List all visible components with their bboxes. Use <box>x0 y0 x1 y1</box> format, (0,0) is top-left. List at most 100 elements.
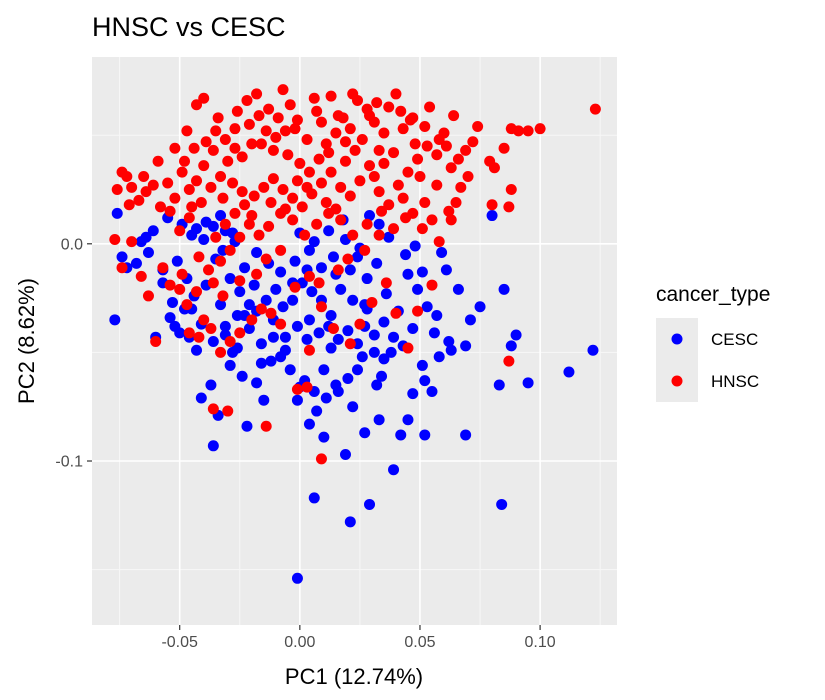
point-hnsc <box>344 190 356 202</box>
point-cesc <box>498 283 510 295</box>
point-hnsc <box>142 290 154 302</box>
point-hnsc <box>289 281 301 293</box>
point-hnsc <box>157 262 169 274</box>
point-hnsc <box>222 155 234 167</box>
point-cesc <box>325 342 337 354</box>
point-cesc <box>493 379 505 391</box>
point-cesc <box>464 314 476 326</box>
point-hnsc <box>234 327 246 339</box>
point-cesc <box>315 262 327 274</box>
legend: cancer_type CESC HNSC <box>656 283 770 402</box>
point-hnsc <box>414 170 426 182</box>
point-hnsc <box>364 110 376 122</box>
point-hnsc <box>294 157 306 169</box>
point-hnsc <box>169 192 181 204</box>
point-hnsc <box>219 218 231 230</box>
point-hnsc <box>181 125 193 137</box>
point-hnsc <box>164 205 176 217</box>
point-cesc <box>419 375 431 387</box>
point-hnsc <box>330 127 342 139</box>
point-hnsc <box>330 203 342 215</box>
point-hnsc <box>303 270 315 282</box>
point-hnsc <box>279 203 291 215</box>
point-cesc <box>277 301 289 313</box>
point-hnsc <box>488 162 500 174</box>
legend-label-hnsc: HNSC <box>711 372 759 391</box>
point-cesc <box>436 246 448 258</box>
point-hnsc <box>505 123 517 135</box>
point-hnsc <box>205 323 217 335</box>
data-points <box>109 84 601 584</box>
point-hnsc <box>284 99 296 111</box>
point-hnsc <box>234 275 246 287</box>
point-hnsc <box>251 268 263 280</box>
x-axis-ticks: -0.05 0.00 0.05 0.10 <box>161 625 556 651</box>
point-cesc <box>421 301 433 313</box>
point-hnsc <box>296 201 308 213</box>
point-cesc <box>416 266 428 278</box>
point-cesc <box>376 370 388 382</box>
point-cesc <box>388 331 400 343</box>
point-hnsc <box>383 101 395 113</box>
point-cesc <box>364 210 376 222</box>
point-cesc <box>207 336 219 348</box>
point-hnsc <box>373 144 385 156</box>
point-hnsc <box>224 244 236 256</box>
point-cesc <box>191 223 203 235</box>
point-hnsc <box>522 125 534 137</box>
point-hnsc <box>179 155 191 167</box>
point-cesc <box>311 405 323 417</box>
point-hnsc <box>498 142 510 154</box>
point-hnsc <box>313 153 325 165</box>
point-hnsc <box>246 314 258 326</box>
point-cesc <box>320 392 332 404</box>
point-cesc <box>356 351 368 363</box>
point-hnsc <box>263 220 275 232</box>
point-cesc <box>267 331 279 343</box>
point-hnsc <box>373 229 385 241</box>
point-cesc <box>380 288 392 300</box>
point-hnsc <box>344 338 356 350</box>
point-cesc <box>433 351 445 363</box>
point-cesc <box>255 357 267 369</box>
point-hnsc <box>356 134 368 146</box>
point-hnsc <box>335 214 347 226</box>
point-hnsc <box>195 197 207 209</box>
point-hnsc <box>140 186 152 198</box>
point-cesc <box>241 420 253 432</box>
point-hnsc <box>229 207 241 219</box>
point-hnsc <box>445 162 457 174</box>
point-cesc <box>171 255 183 267</box>
point-hnsc <box>210 125 222 137</box>
point-cesc <box>339 448 351 460</box>
point-hnsc <box>407 207 419 219</box>
point-hnsc <box>176 268 188 280</box>
point-hnsc <box>354 318 366 330</box>
point-hnsc <box>402 166 414 178</box>
point-cesc <box>371 257 383 269</box>
point-hnsc <box>421 140 433 152</box>
point-cesc <box>109 314 121 326</box>
point-hnsc <box>246 138 258 150</box>
point-cesc <box>258 394 270 406</box>
point-hnsc <box>347 88 359 100</box>
point-hnsc <box>289 123 301 135</box>
point-hnsc <box>215 170 227 182</box>
point-hnsc <box>397 123 409 135</box>
point-cesc <box>130 257 142 269</box>
point-hnsc <box>248 190 260 202</box>
point-hnsc <box>111 183 123 195</box>
point-cesc <box>474 301 486 313</box>
point-cesc <box>215 299 227 311</box>
point-cesc <box>205 379 217 391</box>
point-cesc <box>347 294 359 306</box>
point-hnsc <box>426 214 438 226</box>
point-cesc <box>378 353 390 365</box>
point-cesc <box>327 251 339 263</box>
point-hnsc <box>217 192 229 204</box>
point-hnsc <box>412 305 424 317</box>
point-hnsc <box>121 170 133 182</box>
point-cesc <box>116 251 128 263</box>
point-cesc <box>361 273 373 285</box>
point-hnsc <box>433 236 445 248</box>
